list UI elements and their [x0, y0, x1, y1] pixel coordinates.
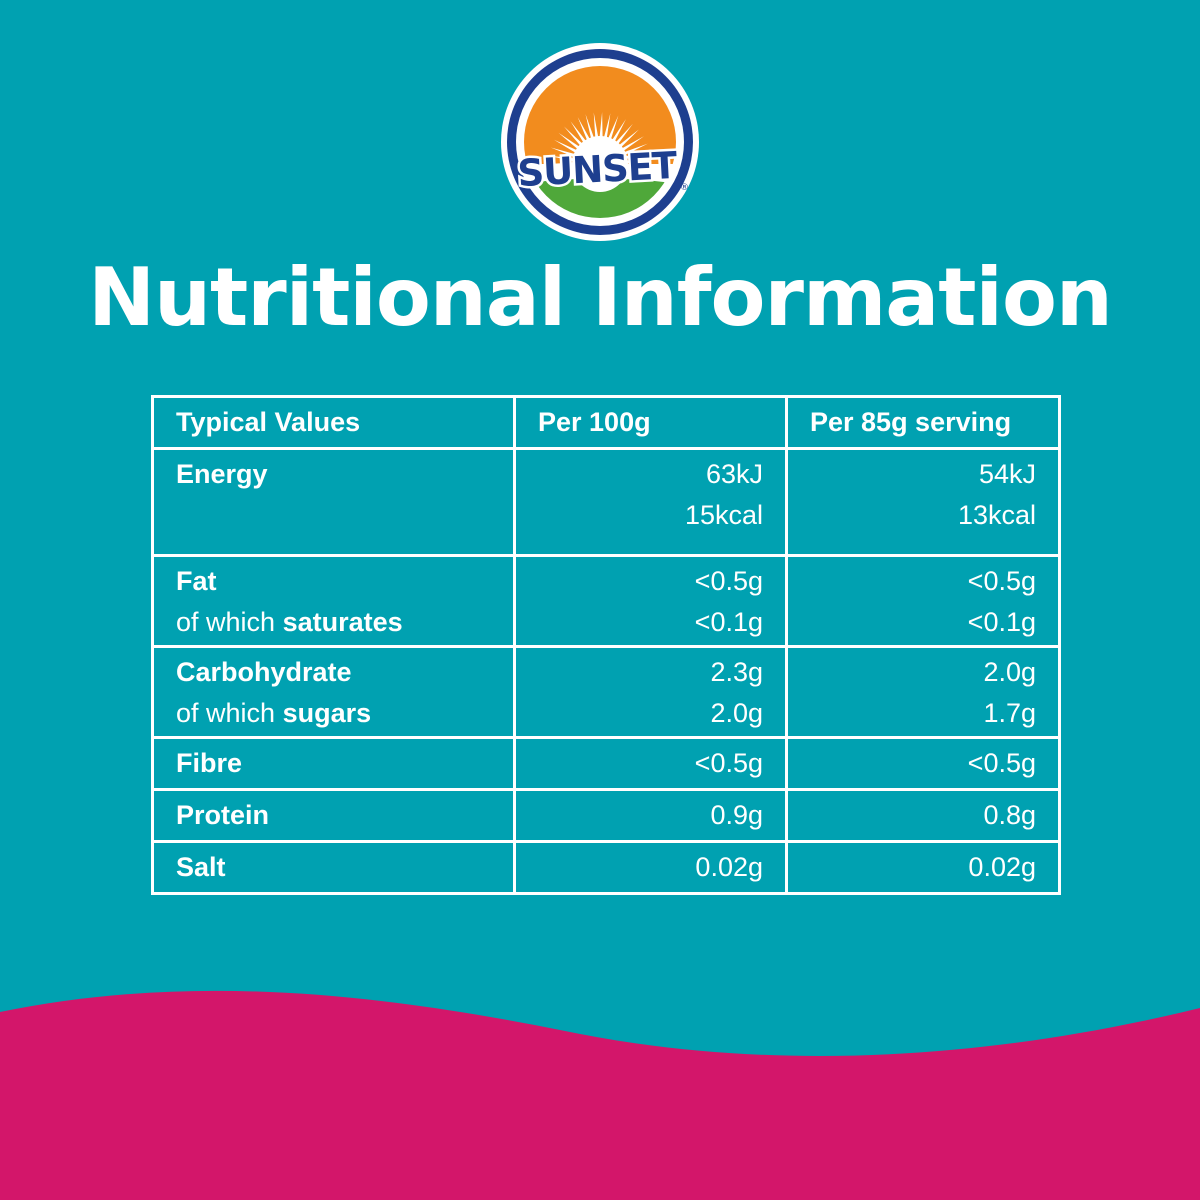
- header-per-100g: Per 100g: [513, 395, 788, 450]
- nutrient-value: 13kcal: [957, 500, 1036, 530]
- sunset-logo: SUNSET ®: [501, 43, 699, 241]
- value-per-100g-cell: 0.9g: [513, 788, 788, 843]
- value-per-serving-cell: <0.5g: [785, 736, 1061, 791]
- nutrient-label-cell: Fibre: [151, 736, 516, 791]
- nutrient-value: 15kcal: [684, 500, 763, 530]
- nutrient-value: 2.0g: [983, 657, 1036, 687]
- nutrition-table: Typical Values Per 100g Per 85g serving …: [151, 395, 1061, 895]
- nutrient-value: 0.8g: [983, 800, 1036, 830]
- value-per-100g-cell: 2.3g 2.0g: [513, 645, 788, 739]
- nutrient-name: Energy: [176, 459, 268, 489]
- value-per-serving-cell: 0.8g: [785, 788, 1061, 843]
- value-per-serving-cell: 2.0g 1.7g: [785, 645, 1061, 739]
- nutrient-value: <0.5g: [967, 566, 1036, 596]
- sub-label-name: saturates: [282, 607, 403, 637]
- nutrient-value: 54kJ: [978, 459, 1036, 489]
- nutrient-sub-label: of which sugars: [176, 693, 491, 734]
- nutrient-sub-label: of which saturates: [176, 602, 491, 643]
- nutrient-name: Carbohydrate: [176, 657, 352, 687]
- nutrient-value: 0.02g: [968, 852, 1036, 882]
- nutrient-label-cell: Energy: [151, 447, 516, 557]
- value-per-serving-cell: 54kJ 13kcal: [785, 447, 1061, 557]
- table-header-row: Typical Values Per 100g Per 85g serving: [151, 395, 1061, 450]
- value-per-serving-cell: <0.5g <0.1g: [785, 554, 1061, 648]
- table-row: Salt 0.02g 0.02g: [151, 840, 1061, 895]
- nutrient-value: <0.5g: [694, 748, 763, 778]
- nutrient-value: <0.1g: [967, 607, 1036, 637]
- nutrient-value: 1.7g: [983, 698, 1036, 728]
- table-row: Fibre <0.5g <0.5g: [151, 736, 1061, 791]
- nutrient-value: <0.1g: [694, 607, 763, 637]
- nutrient-value: 2.0g: [710, 698, 763, 728]
- header-typical-values: Typical Values: [151, 395, 516, 450]
- nutrient-label-cell: Salt: [151, 840, 516, 895]
- pink-wave: [0, 990, 1200, 1200]
- value-per-100g-cell: 0.02g: [513, 840, 788, 895]
- table-row: Fat of which saturates <0.5g <0.1g <0.5g <0.1…: [151, 554, 1061, 648]
- nutrient-value: 0.9g: [710, 800, 763, 830]
- sub-label-prefix: of which: [176, 698, 283, 728]
- nutrient-value: 0.02g: [695, 852, 763, 882]
- nutrient-value: <0.5g: [967, 748, 1036, 778]
- nutrient-name: Fat: [176, 566, 217, 596]
- value-per-serving-cell: 0.02g: [785, 840, 1061, 895]
- logo-wordmark: SUNSET: [516, 144, 679, 195]
- svg-text:®: ®: [680, 183, 689, 193]
- sub-label-name: sugars: [282, 698, 372, 728]
- sub-label-prefix: of which: [176, 607, 283, 637]
- nutrient-name: Salt: [176, 852, 226, 882]
- nutrient-name: Fibre: [176, 748, 243, 778]
- table-row: Carbohydrate of which sugars 2.3g 2.0g 2.0g 1…: [151, 645, 1061, 739]
- nutrient-label-cell: Carbohydrate of which sugars: [151, 645, 516, 739]
- nutrient-label-cell: Protein: [151, 788, 516, 843]
- nutrient-label-cell: Fat of which saturates: [151, 554, 516, 648]
- value-per-100g-cell: <0.5g <0.1g: [513, 554, 788, 648]
- nutrient-name: Protein: [176, 800, 270, 830]
- value-per-100g-cell: <0.5g: [513, 736, 788, 791]
- table-row: Energy 63kJ 15kcal 54kJ 13kcal: [151, 447, 1061, 557]
- table-row: Protein 0.9g 0.8g: [151, 788, 1061, 843]
- value-per-100g-cell: 63kJ 15kcal: [513, 447, 788, 557]
- nutrient-value: <0.5g: [694, 566, 763, 596]
- page-title: Nutritional Information: [88, 251, 1113, 344]
- nutrient-value: 2.3g: [710, 657, 763, 687]
- nutrient-value: 63kJ: [705, 459, 763, 489]
- header-per-serving: Per 85g serving: [785, 395, 1061, 450]
- nutrition-table-body: Typical Values Per 100g Per 85g serving …: [151, 395, 1061, 895]
